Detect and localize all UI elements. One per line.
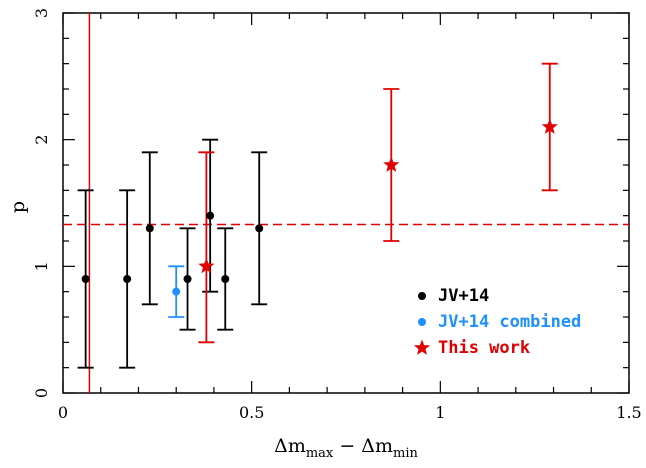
x-axis-title-sub1: max: [306, 446, 334, 461]
legend-marker: [418, 318, 426, 326]
data-point: [123, 275, 132, 283]
data-point: [255, 224, 264, 233]
legend-marker: [418, 292, 426, 300]
plot-frame: [62, 12, 630, 394]
tick-labels: 0 0.5 1 1.5 0 1 2 3: [32, 8, 642, 422]
x-axis-title-part2: − Δm: [333, 435, 393, 457]
y-axis-title: p: [7, 201, 29, 213]
data-point: [221, 275, 230, 283]
legend-label: JV+14: [438, 286, 489, 306]
data-point-star: [383, 156, 400, 172]
data-point: [206, 211, 215, 220]
data-point-star: [198, 257, 215, 274]
y-tick-label: 0: [32, 388, 51, 398]
y-tick-label: 1: [32, 261, 51, 271]
y-tick-label: 3: [32, 8, 51, 18]
data-point-star: [541, 118, 558, 134]
x-axis-title-sub2: min: [393, 446, 418, 461]
x-tick-label: 0: [58, 403, 68, 422]
x-tick-label: 1.5: [616, 403, 641, 422]
data-point: [81, 275, 90, 283]
legend-label: JV+14 combined: [438, 312, 581, 332]
data-markers: [81, 118, 558, 296]
legend: JV+14 JV+14 combined This work: [413, 286, 581, 358]
x-axis-title-part1: Δm: [274, 435, 306, 457]
y-tick-label: 2: [32, 135, 51, 145]
x-tick-label: 0.5: [239, 403, 264, 422]
data-point: [172, 287, 181, 296]
axis-ticks: [62, 12, 630, 394]
legend-marker-star: [413, 339, 431, 355]
data-point: [145, 224, 154, 233]
reference-lines: [63, 13, 629, 393]
data-point: [183, 275, 192, 283]
x-tick-label: 1: [435, 403, 445, 422]
legend-label: This work: [438, 338, 530, 358]
x-axis-title: Δmmax − Δmmin: [274, 435, 418, 461]
